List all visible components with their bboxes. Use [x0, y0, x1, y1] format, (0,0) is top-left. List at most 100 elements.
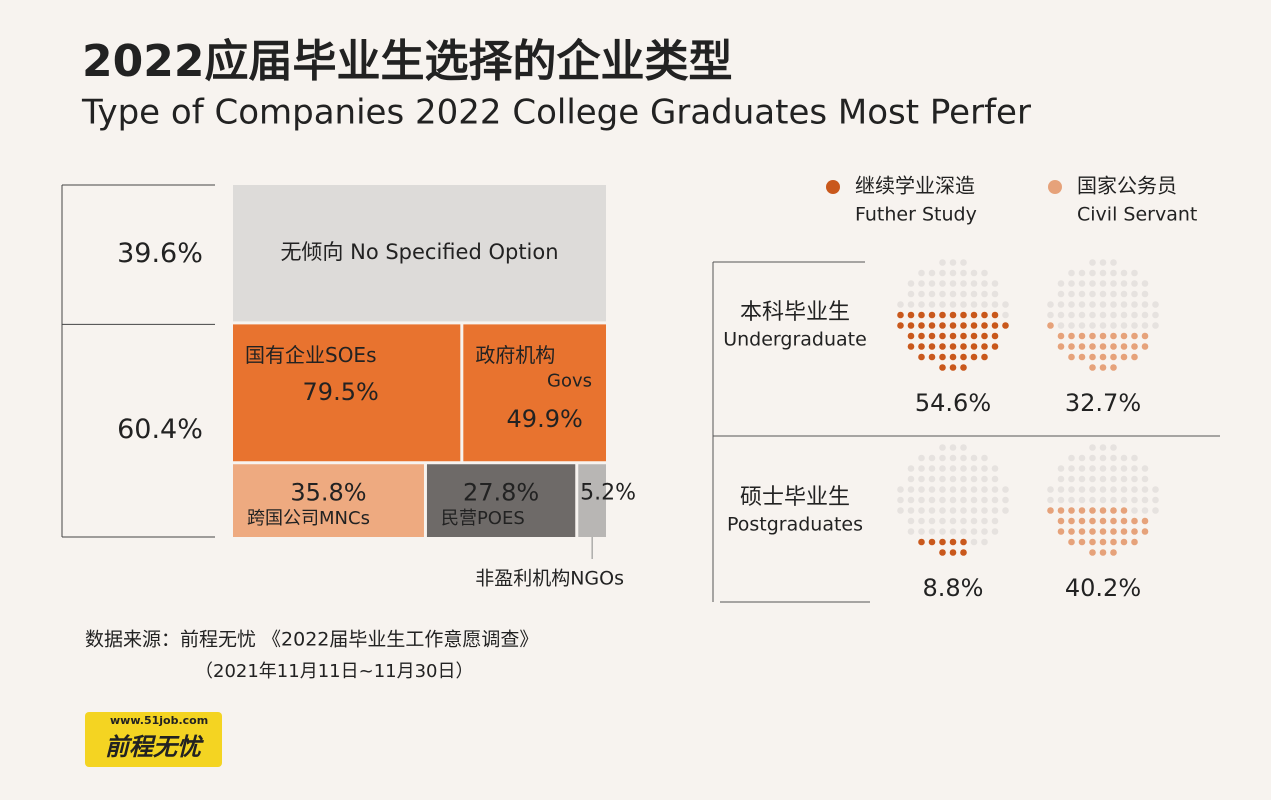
dot-empty: [939, 444, 946, 451]
dot-empty: [1131, 301, 1138, 308]
dot-empty: [1057, 322, 1065, 329]
dot-filled: [1099, 364, 1107, 371]
dot-filled: [1120, 332, 1128, 340]
dot-filled: [1099, 507, 1107, 514]
dot-empty: [1110, 322, 1117, 329]
dot-filled: [970, 353, 978, 361]
dot-empty: [981, 486, 988, 493]
dot-empty: [1002, 496, 1009, 504]
dot-filled: [939, 364, 946, 371]
dot-empty: [970, 507, 978, 514]
dot-filled: [949, 332, 957, 340]
dot-empty: [939, 517, 946, 525]
dot-empty: [949, 496, 957, 504]
dot-filled: [918, 332, 925, 340]
dot-empty: [981, 507, 988, 514]
dot-empty: [918, 507, 925, 514]
dot-empty: [939, 290, 946, 298]
dot-empty: [960, 517, 967, 525]
dot-empty: [939, 465, 946, 472]
dot-empty: [1047, 301, 1054, 308]
dot-filled: [1047, 322, 1054, 329]
dot-empty: [1099, 269, 1107, 277]
dot-empty: [1131, 322, 1138, 329]
dot-filled: [1089, 343, 1096, 350]
dot-empty: [949, 259, 957, 266]
dot-empty: [928, 280, 936, 287]
dot-empty: [1089, 496, 1096, 504]
dot-empty: [949, 269, 957, 277]
dot-filled: [991, 322, 999, 329]
dot-filled: [960, 353, 967, 361]
dot-empty: [960, 280, 967, 287]
dot-filled: [1057, 528, 1065, 535]
dot-filled: [1131, 528, 1138, 535]
dot-filled: [1131, 332, 1138, 340]
dot-filled: [928, 538, 936, 546]
legend-dot: [1048, 180, 1062, 194]
dot-empty: [960, 259, 967, 266]
dot-empty: [1120, 301, 1128, 308]
segment-name: 政府机构: [475, 343, 555, 367]
dot-empty: [907, 290, 915, 298]
dot-empty: [1152, 301, 1159, 308]
dot-empty: [970, 486, 978, 493]
dot-empty: [970, 454, 978, 462]
row-label: 无倾向 No Specified Option: [280, 240, 558, 264]
dot-empty: [949, 528, 957, 535]
legend-label-en: Futher Study: [855, 204, 977, 226]
dot-empty: [960, 475, 967, 483]
source: 数据来源：前程无忧 《2022届毕业生工作意愿调查》: [85, 629, 538, 651]
dot-filled: [970, 343, 978, 350]
dot-empty: [1110, 454, 1117, 462]
row-label-en: Undergraduate: [723, 329, 867, 351]
value-label: 32.7%: [1065, 389, 1141, 417]
dot-empty: [981, 269, 988, 277]
dot-empty: [1089, 269, 1096, 277]
dot-filled: [1099, 353, 1107, 361]
dot-filled: [1089, 538, 1096, 546]
dot-filled: [1057, 517, 1065, 525]
dot-empty: [1099, 322, 1107, 329]
dot-empty: [1002, 301, 1009, 308]
dot-filled: [1057, 332, 1065, 340]
dot-empty: [1110, 290, 1117, 298]
dot-empty: [1141, 290, 1149, 298]
dot-empty: [928, 528, 936, 535]
value-label: 54.6%: [915, 389, 991, 417]
dot-filled: [1110, 332, 1117, 340]
dot-empty: [1141, 496, 1149, 504]
dot-filled: [1110, 364, 1117, 371]
dot-empty: [1068, 280, 1075, 287]
dot-empty: [1089, 454, 1096, 462]
dot-empty: [991, 496, 999, 504]
dot-empty: [1068, 475, 1075, 483]
dot-empty: [1131, 507, 1138, 514]
dot-filled: [1120, 353, 1128, 361]
dot-empty: [1099, 280, 1107, 287]
segment-name: 民营POES: [441, 508, 525, 529]
dot-empty: [939, 280, 946, 287]
dot-filled: [928, 353, 936, 361]
dot-empty: [907, 465, 915, 472]
segment: [233, 464, 424, 537]
dot-empty: [1120, 465, 1128, 472]
logo-name: 前程无忧: [105, 733, 204, 761]
dot-filled: [949, 353, 957, 361]
dot-empty: [1089, 259, 1096, 266]
dot-empty: [970, 301, 978, 308]
dot-filled: [1099, 538, 1107, 546]
dots-filled: [897, 311, 1009, 371]
dot-empty: [1141, 280, 1149, 287]
dot-empty: [981, 517, 988, 525]
dot-empty: [1078, 486, 1086, 493]
dot-empty: [970, 517, 978, 525]
dot-empty: [960, 269, 967, 277]
dot-filled: [1110, 343, 1117, 350]
dot-empty: [1131, 465, 1138, 472]
dot-filled: [991, 311, 999, 319]
dots-filled: [1047, 507, 1149, 556]
dot-empty: [1099, 311, 1107, 319]
dot-empty: [981, 290, 988, 298]
dot-empty: [1057, 280, 1065, 287]
